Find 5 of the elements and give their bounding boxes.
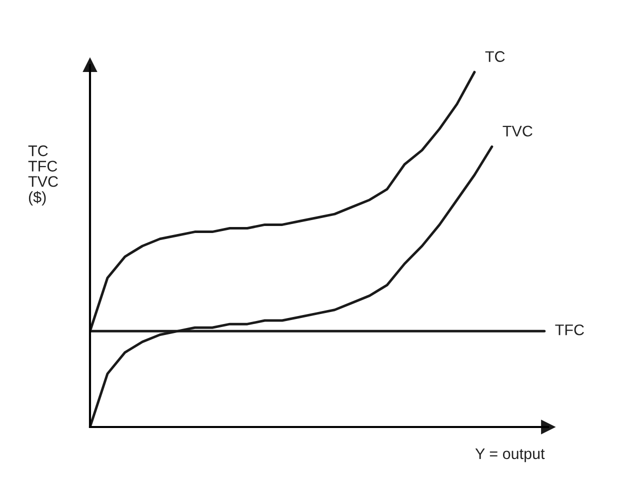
series-label: TVC	[502, 126, 532, 137]
x-axis-title: Y = output	[475, 448, 545, 462]
y-axis-title: TC TFC TVC ($)	[28, 145, 58, 206]
series-label: TC	[485, 51, 505, 62]
series-label: TFC	[555, 324, 584, 336]
